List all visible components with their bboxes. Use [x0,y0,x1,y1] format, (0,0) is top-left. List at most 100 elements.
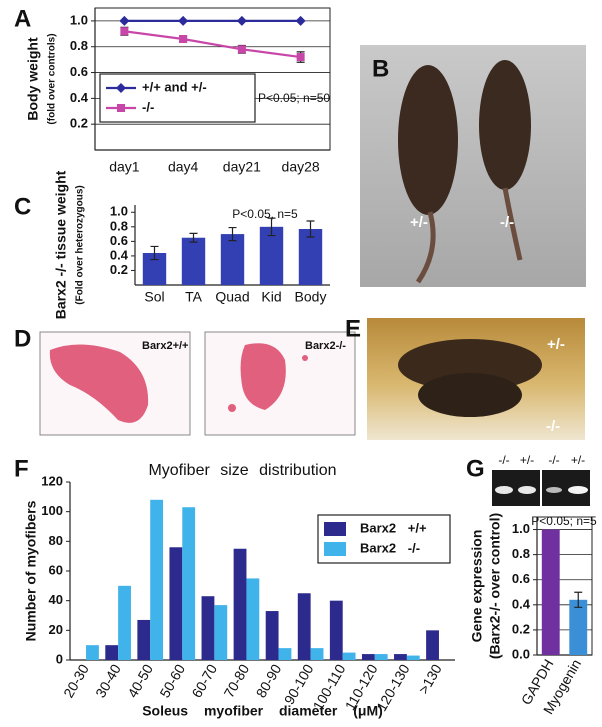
genotype-label: -/- [546,418,560,435]
panel-letter: F [14,455,29,482]
x-axis-label: Soleus myofiber diameter (μM) [142,703,383,719]
y-tick-label: 0.2 [70,116,88,131]
tissue [228,404,236,412]
mouse [398,65,458,215]
bar [310,648,324,660]
y-axis-label: Gene expression [469,530,485,643]
lane-label: -/- [498,453,509,467]
panel-letter: D [14,325,31,352]
annotation: P<0.05, n=5 [232,207,298,221]
lane-label: -/- [548,453,559,467]
panel-letter: B [372,55,389,82]
bar [137,619,151,660]
plot-frame [94,7,331,151]
legend-label: +/+ and +/- [142,79,207,94]
legend-label: -/- [142,99,154,114]
x-tick-label: 70-80 [221,661,253,700]
tissue [240,343,286,410]
bar [105,645,119,660]
x-tick-label: 20-30 [60,661,92,700]
y-tick-label: 1.0 [110,204,128,219]
y-tick-label: 100 [41,503,63,518]
y-tick-label: 0.8 [110,218,128,233]
marker [178,15,189,26]
gel-band [495,486,513,494]
genotype-label: +/- [410,214,428,231]
y-tick-label: 80 [49,533,63,548]
y-tick-label: 60 [49,562,63,577]
x-tick-label: 50-60 [156,661,188,700]
legend-swatch [324,522,346,536]
y-tick-label: 0.6 [512,571,530,586]
bar [265,611,279,660]
y-tick-label: 0.4 [110,247,129,262]
marker [117,104,125,112]
y-axis-sublabel: (Fold over heterozygous) [75,185,86,304]
bar [297,593,311,660]
y-tick-label: 1.0 [70,12,88,27]
x-tick-label: 30-40 [92,661,124,700]
marker [116,83,126,93]
legend-swatch [324,542,346,556]
y-tick-label: 0.2 [512,621,530,636]
bar [233,548,247,660]
x-tick-label: TA [185,289,203,305]
x-tick-label: >130 [415,661,445,696]
bar [541,529,560,655]
bar [569,599,588,655]
y-tick-label: 0.4 [512,596,531,611]
marker [179,34,188,43]
bar [394,654,407,660]
bar [426,630,439,660]
marker [237,45,246,54]
y-tick-label: 1.0 [512,521,530,536]
gel-band [518,486,536,494]
y-tick-label: 120 [41,473,63,488]
tissue [302,355,308,361]
error-bar [228,226,237,242]
y-tick-label: 0.6 [110,233,128,248]
lane-label: +/- [520,453,534,467]
error-bar [306,220,315,238]
bar [361,654,375,660]
annotation: P<0.05; n=50 [258,91,330,105]
bar [181,237,206,285]
bar [118,585,131,660]
marker [296,53,305,62]
x-tick-label: Kid [261,289,281,305]
photo-b [360,45,586,287]
bar [374,654,388,660]
error-bar [150,245,159,261]
bar [246,578,260,660]
panel-letter: C [14,193,31,220]
error-bar [189,232,198,243]
marker [119,15,130,26]
bar [342,652,356,660]
bar [406,655,420,660]
y-tick-label: 0.4 [70,90,89,105]
panel-letter: A [14,5,31,32]
y-tick-label: 0.6 [70,64,88,79]
chart-title: Myofiber size distribution [148,462,336,479]
bar [278,648,292,660]
lane-label: +/- [571,453,585,467]
genotype-label: +/- [547,336,565,353]
bar [329,600,343,660]
x-tick-label: day21 [223,159,261,175]
bar [182,507,196,660]
x-tick-label: 80-90 [253,661,285,700]
bar [259,226,284,285]
bar [220,234,245,285]
tail [502,187,523,261]
y-axis-sublabel: (Barx2-/- over control) [487,513,503,659]
bar [298,229,323,285]
histology-label: Barx2-/- [305,340,346,352]
x-tick-label: day4 [168,159,199,175]
x-tick-label: day1 [109,159,140,175]
bar [214,605,228,660]
y-axis-label: Body weight [25,37,41,121]
x-tick-label: day28 [282,159,320,175]
tissue [49,344,149,423]
line [124,30,301,59]
